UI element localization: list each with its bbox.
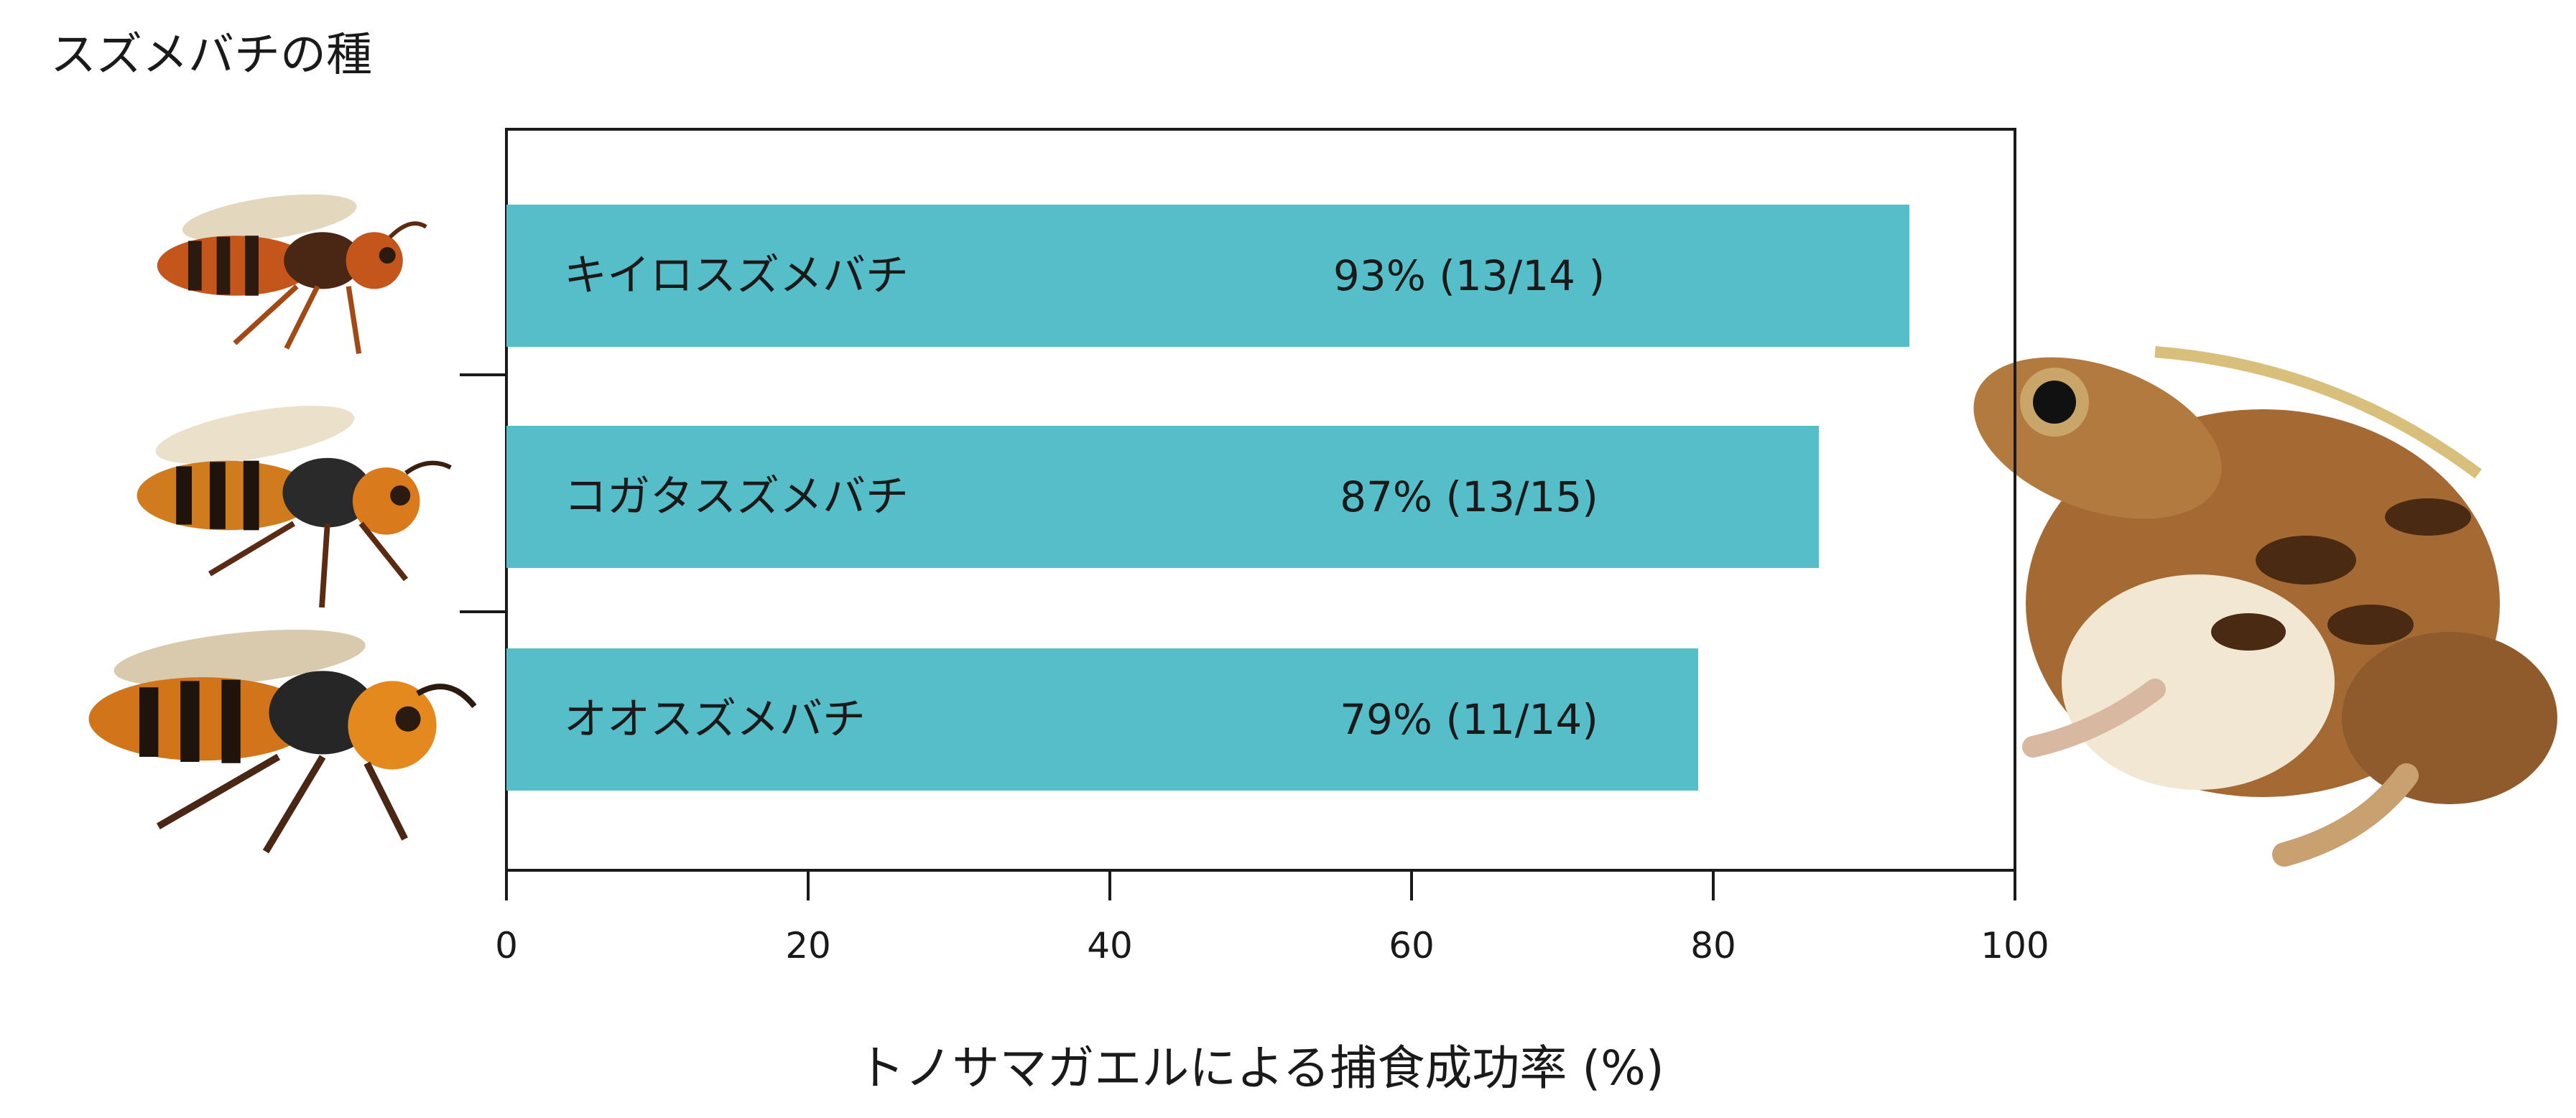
bar-2	[506, 426, 1819, 568]
category-label-3: オオスズメバチ	[564, 694, 866, 745]
x-tick-label-20: 20	[785, 925, 831, 966]
bar-1	[506, 205, 1909, 347]
x-tick-label-80: 80	[1690, 925, 1736, 966]
x-axis-title: トノサマガエルによる捕食成功率 (%)	[857, 1040, 1664, 1096]
x-tick-label-0: 0	[495, 925, 518, 966]
bar-value-label-3: 79% (11/14)	[1340, 695, 1598, 744]
frog-illustration	[1973, 346, 2557, 867]
category-label-2: コガタスズメバチ	[564, 472, 909, 522]
hornet-illustration-oo	[88, 629, 477, 854]
bar-value-label-2: 87% (13/15)	[1340, 472, 1598, 521]
x-tick-label-100: 100	[1980, 925, 2049, 966]
bar-3	[506, 648, 1698, 791]
hornet-illustration-kogata	[136, 406, 452, 608]
hornet-illustration-kiiro	[157, 194, 427, 354]
bar-value-label-1: 93% (13/14 )	[1333, 251, 1605, 300]
x-tick-label-60: 60	[1389, 925, 1435, 966]
y-axis-title: スズメバチの種	[50, 29, 372, 82]
x-tick-label-40: 40	[1087, 925, 1133, 966]
category-label-1: キイロスズメバチ	[564, 251, 909, 301]
